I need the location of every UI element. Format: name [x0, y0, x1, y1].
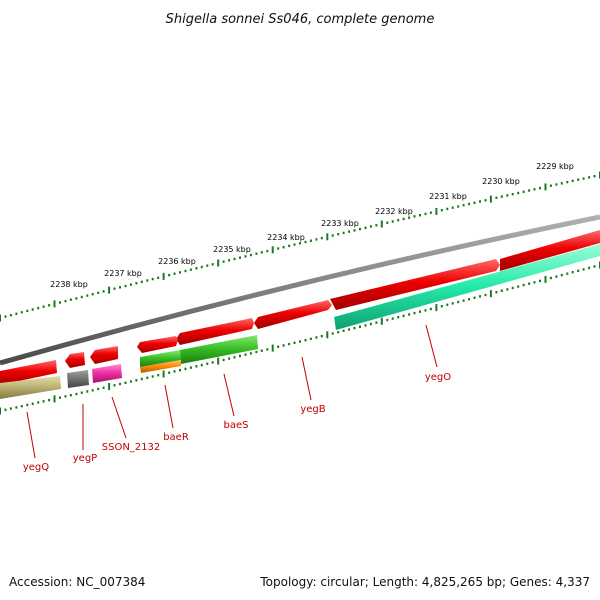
cds-arrow-yegP: [65, 352, 85, 368]
gene-label-yegO: yegO: [425, 372, 451, 383]
cds-arrow-yegQ: [0, 360, 57, 385]
cds-arrow-yegO-part1: [500, 230, 600, 271]
leader-yegQ: [26, 411, 36, 459]
feature-bar-yegP: [67, 370, 89, 388]
feature-bar-baeR-green: [140, 350, 181, 367]
feature-bar-SSON_2132: [92, 364, 122, 383]
gene-label-yegP: yegP: [73, 453, 97, 464]
scale-label-2238: 2238 kbp: [50, 280, 88, 289]
feature-bar-yegQ: [0, 376, 61, 399]
gene-label-SSON_2132: SSON_2132: [102, 442, 161, 453]
scale-label-2232: 2232 kbp: [375, 207, 413, 216]
gene-label-baeR: baeR: [163, 432, 189, 443]
feature-track: [0, 244, 600, 399]
scale-label-2236: 2236 kbp: [158, 257, 196, 266]
feature-bar-baeR-orange: [140, 360, 181, 373]
scale-label-2233: 2233 kbp: [321, 219, 359, 228]
cds-arrow-baeR: [137, 336, 178, 353]
gene-label-yegB: yegB: [300, 404, 325, 415]
scale-label-2230: 2230 kbp: [482, 177, 520, 186]
cds-arrow-yegO-part2: [330, 259, 500, 310]
scale-label-2229: 2229 kbp: [536, 162, 574, 171]
leader-baeS: [223, 373, 235, 417]
cds-arrow-yegB: [254, 300, 332, 329]
leader-baeR: [164, 384, 174, 429]
feature-bar-yegO: [334, 244, 600, 330]
gene-label-yegQ: yegQ: [23, 462, 49, 473]
genome-backbone: [0, 214, 600, 366]
gene-label-baeS: baeS: [224, 420, 249, 431]
leader-SSON_2132: [111, 396, 127, 439]
scale-label-2237: 2237 kbp: [104, 269, 142, 278]
scale-label-2231: 2231 kbp: [429, 192, 467, 201]
genome-title: Shigella sonnei Ss046, complete genome: [166, 12, 435, 27]
outer-scale-ticks: [0, 171, 600, 322]
inner-scale-ticks: [0, 261, 600, 415]
gene-label-leaders: [26, 324, 438, 459]
feature-bar-baeS: [180, 335, 258, 364]
leader-yegO: [425, 324, 438, 368]
forward-cds-track: [0, 230, 600, 385]
topology-text: Topology: circular; Length: 4,825,265 bp…: [259, 575, 590, 589]
leader-yegB: [301, 356, 312, 401]
scale-label-2235: 2235 kbp: [213, 245, 251, 254]
cds-arrow-SSON_2132: [90, 346, 118, 364]
scale-label-2234: 2234 kbp: [267, 233, 305, 242]
accession-text: Accession: NC_007384: [9, 575, 145, 589]
cds-arrow-baeS: [176, 318, 254, 345]
